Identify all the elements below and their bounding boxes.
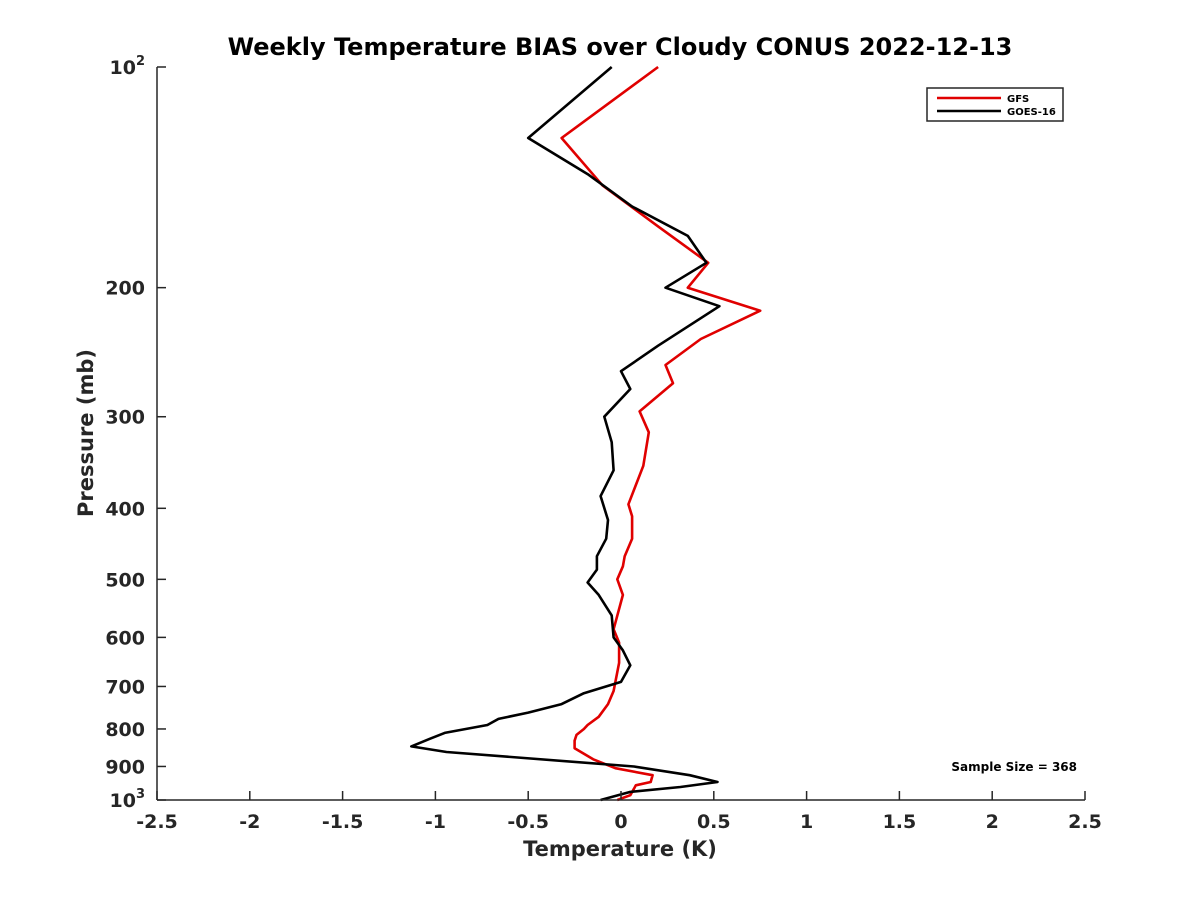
y-tick-label-base: 10 xyxy=(110,790,136,812)
legend-box xyxy=(926,87,1064,122)
x-tick-label: 2.5 xyxy=(1068,811,1102,833)
x-tick-label: -1 xyxy=(425,811,446,833)
x-tick-label: 1 xyxy=(800,811,813,833)
y-tick-label-base: 800 xyxy=(105,719,145,741)
y-tick-label: 300 xyxy=(105,407,145,429)
y-tick-label-exponent: 2 xyxy=(136,54,145,69)
y-tick-label-base: 900 xyxy=(105,756,145,778)
y-tick-label: 102 xyxy=(110,54,146,79)
y-tick-label: 800 xyxy=(105,719,145,741)
x-tick-label: 0 xyxy=(614,811,627,833)
x-tick-label: -0.5 xyxy=(507,811,549,833)
y-tick-label-base: 200 xyxy=(105,278,145,300)
x-tick-label: 2 xyxy=(986,811,999,833)
chart-title: Weekly Temperature BIAS over Cloudy CONU… xyxy=(228,33,1013,61)
y-tick-label: 400 xyxy=(105,498,145,520)
y-tick-label-base: 600 xyxy=(105,627,145,649)
axes: -2.5 -2 -1.5 -1 -0.5 0 0.5 1 1.5 2 2.5102200300400… xyxy=(105,54,1102,833)
y-tick-label-base: 700 xyxy=(105,676,145,698)
legend-label: GOES-16 xyxy=(1007,107,1056,118)
y-tick-label: 500 xyxy=(105,569,145,591)
y-tick-label: 700 xyxy=(105,676,145,698)
legend-label: GFS xyxy=(1007,94,1029,105)
y-tick-label: 900 xyxy=(105,756,145,778)
y-tick-label: 200 xyxy=(105,278,145,300)
legend: GFS GOES-16 xyxy=(926,87,1064,122)
x-axis-label: Temperature (K) xyxy=(523,837,717,861)
y-tick-label-base: 300 xyxy=(105,407,145,429)
sample-size-annotation: Sample Size = 368 xyxy=(951,760,1077,774)
y-tick-label-base: 400 xyxy=(105,498,145,520)
y-axis-label: Pressure (mb) xyxy=(74,349,98,517)
series-line-goes-16 xyxy=(409,66,721,802)
y-tick-label: 103 xyxy=(110,787,146,812)
y-tick-label-exponent: 3 xyxy=(136,787,145,802)
x-tick-label: 0.5 xyxy=(697,811,731,833)
y-tick-label: 600 xyxy=(105,627,145,649)
x-tick-label: 1.5 xyxy=(883,811,917,833)
x-tick-label: -2 xyxy=(239,811,260,833)
x-tick-label: -2.5 xyxy=(136,811,178,833)
y-tick-label-base: 10 xyxy=(110,57,136,79)
x-tick-label: -1.5 xyxy=(322,811,364,833)
series-lines xyxy=(409,65,762,802)
y-tick-label-base: 500 xyxy=(105,569,145,591)
